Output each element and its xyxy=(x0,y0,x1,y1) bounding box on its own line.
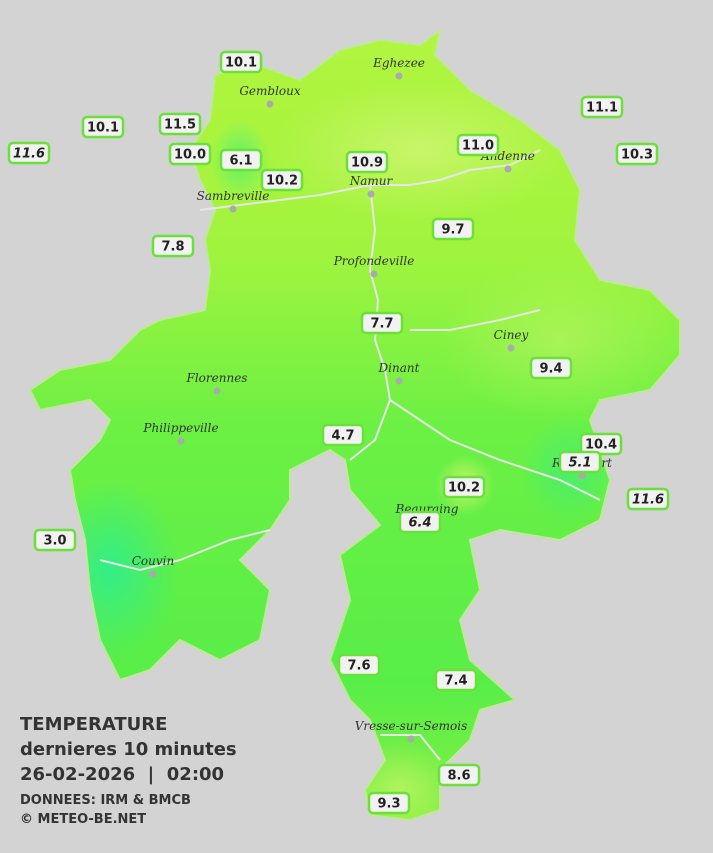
station-value: 9.3 xyxy=(377,797,400,812)
city-label: Vresse-sur-Semois xyxy=(355,719,468,733)
station-box xyxy=(579,432,623,456)
city-dot xyxy=(395,377,403,385)
title: TEMPERATURE xyxy=(20,714,167,735)
city-label: Gembloux xyxy=(239,84,301,98)
station-box xyxy=(81,115,125,139)
station-box xyxy=(260,168,304,192)
station-box xyxy=(151,234,195,258)
copyright: © METEO-BE.NET xyxy=(20,812,146,827)
station-box xyxy=(360,311,404,335)
station-box xyxy=(158,112,202,136)
station-value: 11.6 xyxy=(632,493,664,508)
city-label: Profondeville xyxy=(333,254,415,268)
city-label: Philippeville xyxy=(142,421,218,435)
station-value: 7.7 xyxy=(370,317,393,332)
station-value: 6.4 xyxy=(408,516,431,531)
station-value: 11.5 xyxy=(164,118,196,133)
station-value: 10.1 xyxy=(87,121,119,136)
station-value: 7.6 xyxy=(347,659,370,674)
city-dot xyxy=(370,270,378,278)
city-label: Couvin xyxy=(132,554,174,568)
rivers xyxy=(99,149,601,761)
station-box xyxy=(337,653,381,677)
station-box xyxy=(580,95,624,119)
city-dot xyxy=(177,437,185,445)
station-value: 8.6 xyxy=(447,769,470,784)
city-label: Namur xyxy=(349,174,394,188)
city-dot xyxy=(229,205,237,213)
station-box xyxy=(33,528,77,552)
city-label: Dinant xyxy=(378,361,420,375)
station-value: 7.8 xyxy=(161,240,184,255)
stations: 10.1 10.1 11.5 11.6 10.0 6.1 10.2 10.9 11.0 11.1 1… xyxy=(7,50,670,815)
city-dot xyxy=(578,472,586,480)
city-label: Sambreville xyxy=(197,189,270,203)
city-dot xyxy=(407,735,415,743)
station-box xyxy=(529,356,573,380)
station-box xyxy=(626,487,670,511)
station-value: 10.1 xyxy=(225,56,257,71)
city-dot xyxy=(266,100,274,108)
station-value: 9.4 xyxy=(539,362,562,377)
station-value: 11.1 xyxy=(586,101,618,116)
subtitle: dernieres 10 minutes xyxy=(20,739,237,760)
station-box xyxy=(219,50,263,74)
city-dot xyxy=(367,190,375,198)
station-box xyxy=(437,763,481,787)
city-dot xyxy=(395,72,403,80)
station-value: 11.0 xyxy=(462,139,494,154)
source: DONNEES: IRM & BMCB xyxy=(20,793,191,808)
station-box xyxy=(168,142,212,166)
city-dot xyxy=(504,165,512,173)
station-value: 10.2 xyxy=(266,174,298,189)
station-box xyxy=(434,668,478,692)
city-dot xyxy=(507,344,515,352)
station-box xyxy=(442,475,486,499)
station-box xyxy=(345,150,389,174)
station-value: 10.0 xyxy=(174,148,206,163)
station-value: 4.7 xyxy=(331,429,354,444)
station-box xyxy=(558,450,602,474)
station-box xyxy=(615,142,659,166)
station-value: 6.1 xyxy=(229,154,252,169)
station-value: 11.6 xyxy=(13,147,45,162)
city-label: Florennes xyxy=(186,371,248,385)
station-value: 3.0 xyxy=(43,534,66,549)
timestamp: 26-02-2026 | 02:00 xyxy=(20,764,224,785)
station-value: 10.3 xyxy=(621,148,653,163)
station-value: 10.4 xyxy=(585,438,617,453)
station-box xyxy=(321,423,365,447)
city-label: Eghezee xyxy=(372,56,425,70)
station-value: 5.1 xyxy=(568,456,591,471)
station-box xyxy=(219,148,263,172)
station-box xyxy=(367,791,411,815)
station-value: 10.9 xyxy=(351,156,383,171)
station-box xyxy=(7,141,51,165)
station-box xyxy=(456,133,500,157)
city-dot xyxy=(213,387,221,395)
station-value: 9.7 xyxy=(441,223,464,238)
station-value: 10.2 xyxy=(448,481,480,496)
station-value: 7.4 xyxy=(444,674,467,689)
city-dot xyxy=(149,570,157,578)
station-box xyxy=(431,217,475,241)
station-box xyxy=(398,510,442,534)
city-label: Ciney xyxy=(494,328,529,342)
